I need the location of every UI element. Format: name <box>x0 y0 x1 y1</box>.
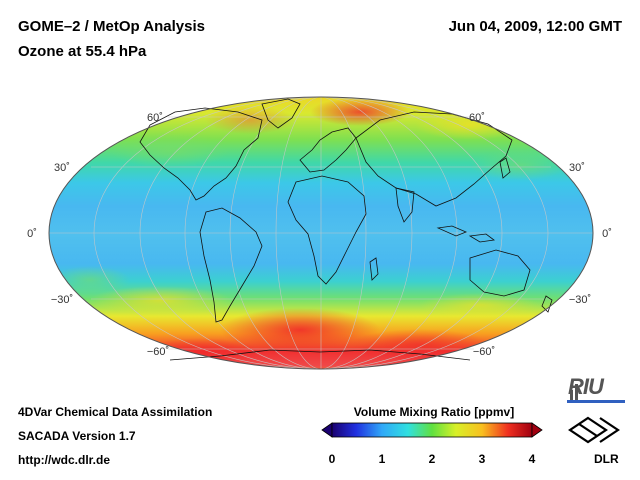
riu-logo-text: RIU <box>568 374 604 399</box>
map-subtitle: Ozone at 55.4 hPa <box>18 43 147 60</box>
ozone-field <box>49 97 593 369</box>
lat-label-eq-right: 0˚ <box>602 228 612 240</box>
colorbar-tick: 1 <box>379 452 386 466</box>
colorbar-tick: 4 <box>529 452 536 466</box>
colorbar-tick: 0 <box>329 452 336 466</box>
coastlines <box>139 98 553 361</box>
map-border <box>48 96 594 370</box>
lat-label-eq-left: 0˚ <box>27 228 37 240</box>
colorbar-high-arrow <box>531 422 543 438</box>
version-label: SACADA Version 1.7 <box>18 429 136 443</box>
lat-label-60s-left: −60˚ <box>147 346 169 358</box>
website-link[interactable]: http://wdc.dlr.de <box>18 453 110 467</box>
colorbar: 0 1 2 3 4 <box>321 422 543 466</box>
riu-logo-icon <box>567 384 625 403</box>
colorbar-tick: 3 <box>479 452 486 466</box>
dlr-logo-icon <box>568 416 620 444</box>
lat-label-60n-left: 60˚ <box>147 112 163 124</box>
colorbar-scale <box>331 422 533 438</box>
colorbar-title: Volume Mixing Ratio [ppmv] <box>353 405 515 419</box>
colorbar-tick: 2 <box>429 452 436 466</box>
dlr-logo-text: DLR <box>594 452 619 466</box>
map-title: GOME–2 / MetOp Analysis <box>18 18 205 35</box>
lat-label-30n-left: 30˚ <box>54 162 70 174</box>
lat-label-60s-right: −60˚ <box>473 346 495 358</box>
lat-label-60n-right: 60˚ <box>469 112 485 124</box>
lat-label-30s-left: −30˚ <box>51 294 73 306</box>
lat-label-30n-right: 30˚ <box>569 162 585 174</box>
method-label: 4DVar Chemical Data Assimilation <box>18 405 213 419</box>
colorbar-low-arrow <box>321 422 333 438</box>
analysis-datetime: Jun 04, 2009, 12:00 GMT <box>448 18 622 35</box>
lat-label-30s-right: −30˚ <box>569 294 591 306</box>
